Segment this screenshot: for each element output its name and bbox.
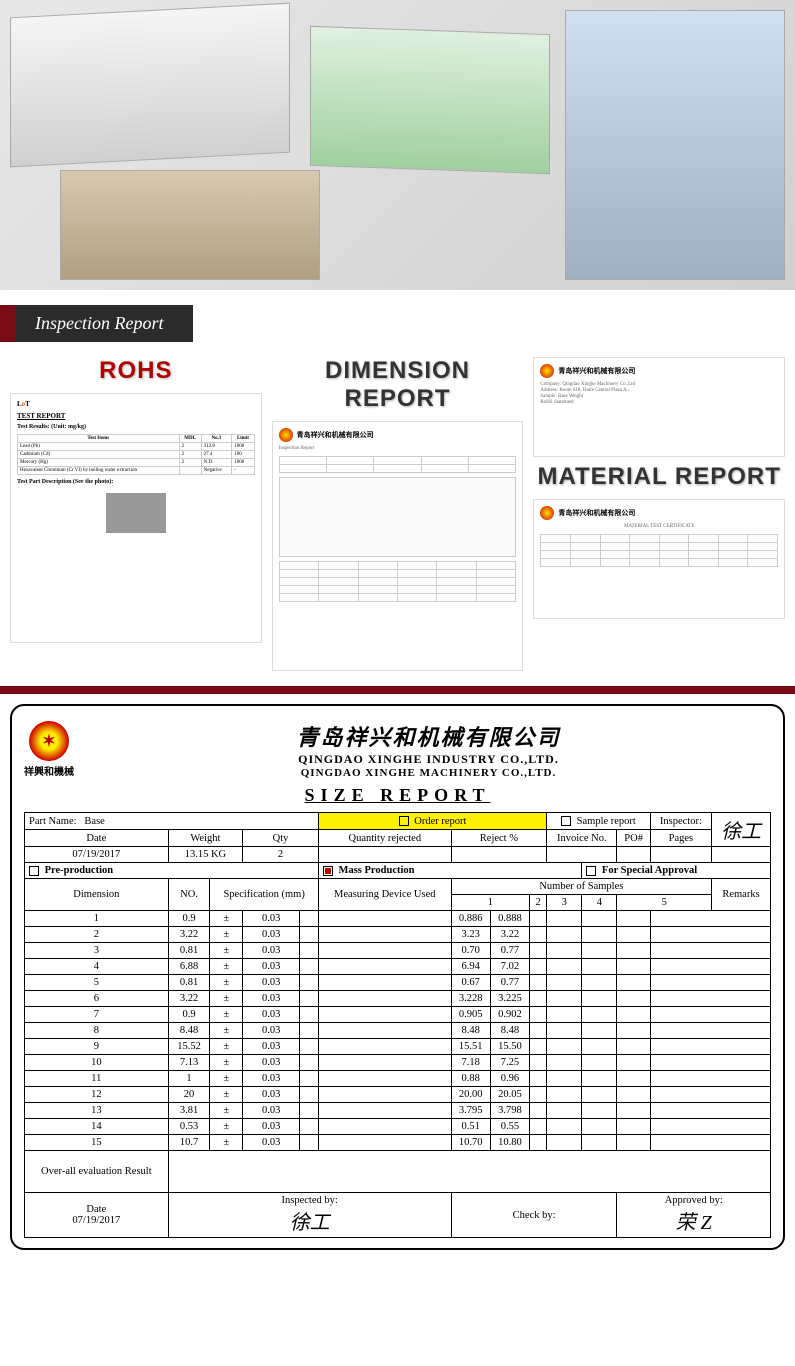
footer-date-value: 07/19/2017 — [29, 1215, 164, 1226]
company-logo-icon: ✶ — [29, 721, 69, 761]
dimension-row: 50.81±0.030.670.77 — [25, 975, 771, 991]
equipment-photo — [60, 170, 320, 280]
numsamples-header: Number of Samples — [451, 879, 711, 895]
check-by-label: Check by: — [513, 1210, 556, 1221]
footer-date-label: Date — [29, 1204, 164, 1215]
size-report-header: ✶ 祥興和機械 青岛祥兴和机械有限公司 QINGDAO XINGHE INDUS… — [24, 720, 771, 779]
measuring-header: Measuring Device Used — [318, 879, 451, 911]
dimension-row: 133.81±0.033.7953.798 — [25, 1103, 771, 1119]
date-label: Date — [25, 830, 169, 847]
massproduction-label: Mass Production — [339, 865, 415, 876]
rohs-test-report-label: TEST REPORT — [17, 412, 255, 420]
dimension-row: 107.13±0.037.187.25 — [25, 1055, 771, 1071]
dimension-row: 46.88±0.036.947.02 — [25, 959, 771, 975]
dimension-row: 88.48±0.038.488.48 — [25, 1023, 771, 1039]
weight-value: 13.15 KG — [168, 847, 242, 863]
inspected-by-signature: 徐工 — [290, 1212, 330, 1234]
dimension-title: DIMENSION REPORT — [272, 357, 524, 413]
material-summary: 青岛祥兴和机械有限公司 Company: Qingdao Xinghe Mach… — [533, 357, 785, 457]
rohs-part-desc-label: Test Part Description (See the photo): — [17, 479, 255, 485]
pages-label: Pages — [650, 830, 711, 847]
part-name-label: Part Name: — [29, 816, 77, 827]
rohs-results-label: Test Results: (Unit: mg/kg) — [17, 424, 255, 430]
inspector-signature: 徐工 — [721, 821, 761, 843]
dimension-row: 111±0.030.880.96 — [25, 1071, 771, 1087]
weight-label: Weight — [168, 830, 242, 847]
special-approval-checkbox[interactable] — [586, 866, 596, 876]
inspector-label: Inspector: — [650, 813, 711, 830]
size-report-title: SIZE REPORT — [24, 785, 771, 806]
company-logo-text: 祥興和機械 — [24, 763, 74, 778]
rohs-column: ROHS LoT TEST REPORT Test Results: (Unit… — [10, 357, 262, 671]
rohs-document: LoT TEST REPORT Test Results: (Unit: mg/… — [10, 393, 262, 643]
dimension-row: 915.52±0.0315.5115.50 — [25, 1039, 771, 1055]
equipment-photo — [310, 26, 550, 174]
dimension-row: 70.9±0.030.9050.902 — [25, 1007, 771, 1023]
dimension-row: 1510.7±0.0310.7010.80 — [25, 1135, 771, 1151]
dimension-table — [279, 561, 517, 602]
dimension-row: 1220±0.0320.0020.05 — [25, 1087, 771, 1103]
dimension-column: DIMENSION REPORT 青岛祥兴和机械有限公司 Inspection … — [272, 357, 524, 671]
order-report-label: Order report — [414, 816, 466, 827]
date-value: 07/19/2017 — [25, 847, 169, 863]
equipment-photo — [10, 3, 290, 168]
material-title: MATERIAL REPORT — [533, 463, 785, 491]
sample-report-checkbox[interactable] — [561, 816, 571, 826]
order-report-checkbox[interactable] — [399, 816, 409, 826]
equipment-photo — [565, 10, 785, 280]
sample-col-header: 2 — [530, 895, 547, 911]
reject-pct-label: Reject % — [451, 830, 546, 847]
qty-rejected-label: Quantity rejected — [318, 830, 451, 847]
dimension-row: 10.9±0.030.8860.888 — [25, 911, 771, 927]
inspection-banner: Inspection Report — [0, 305, 193, 342]
remarks-header: Remarks — [712, 879, 771, 911]
inspected-by-label: Inspected by: — [282, 1195, 338, 1206]
invoice-label: Invoice No. — [547, 830, 617, 847]
rohs-sample-photo — [106, 493, 166, 533]
size-report-table: Part Name: Base Order report Sample repo… — [24, 812, 771, 1238]
company-name-en2: QINGDAO XINGHE MACHINERY CO.,LTD. — [86, 767, 771, 779]
size-report-section: ✶ 祥興和機械 青岛祥兴和机械有限公司 QINGDAO XINGHE INDUS… — [0, 694, 795, 1260]
approved-by-label: Approved by: — [665, 1195, 723, 1206]
inspection-report-section: Inspection Report ROHS LoT TEST REPORT T… — [0, 290, 795, 694]
material-document: 青岛祥兴和机械有限公司 MATERIAL TEST CERTIFICATE — [533, 499, 785, 619]
preproduction-checkbox[interactable] — [29, 866, 39, 876]
special-approval-label: For Special Approval — [602, 865, 697, 876]
no-header: NO. — [168, 879, 210, 911]
sample-report-label: Sample report — [577, 816, 636, 827]
sample-col-header: 5 — [617, 895, 712, 911]
preproduction-label: Pre-production — [45, 865, 113, 876]
rohs-table: Test ItemsMDLNo.1LimitLead (Pb)2312.8100… — [17, 434, 255, 475]
sample-col-header: 3 — [547, 895, 582, 911]
dimension-row: 63.22±0.033.2283.225 — [25, 991, 771, 1007]
sample-col-header: 1 — [451, 895, 529, 911]
dimension-document: 青岛祥兴和机械有限公司 Inspection Report — [272, 421, 524, 671]
dimension-row: 30.81±0.030.700.77 — [25, 943, 771, 959]
equipment-collage — [0, 0, 795, 290]
dimension-row: 23.22±0.033.233.22 — [25, 927, 771, 943]
dimension-drawing — [279, 477, 517, 557]
company-name-cn: 青岛祥兴和机械有限公司 — [86, 720, 771, 752]
material-table — [540, 534, 778, 567]
approved-by-signature: 荣 Z — [676, 1212, 712, 1234]
sample-col-header: 4 — [582, 895, 617, 911]
part-name-value: Base — [84, 816, 104, 827]
material-column: 青岛祥兴和机械有限公司 Company: Qingdao Xinghe Mach… — [533, 357, 785, 671]
company-name-en1: QINGDAO XINGHE INDUSTRY CO.,LTD. — [86, 752, 771, 767]
dimension-row: 140.53±0.030.510.55 — [25, 1119, 771, 1135]
qty-label: Qty — [243, 830, 319, 847]
massproduction-checkbox[interactable] — [323, 866, 333, 876]
po-label: PO# — [617, 830, 650, 847]
dimension-rowhead: Dimension — [25, 879, 169, 911]
overall-label: Over-all evaluation Result — [25, 1151, 169, 1193]
qty-value: 2 — [243, 847, 319, 863]
rohs-title: ROHS — [10, 357, 262, 385]
spec-header: Specification (mm) — [210, 879, 319, 911]
